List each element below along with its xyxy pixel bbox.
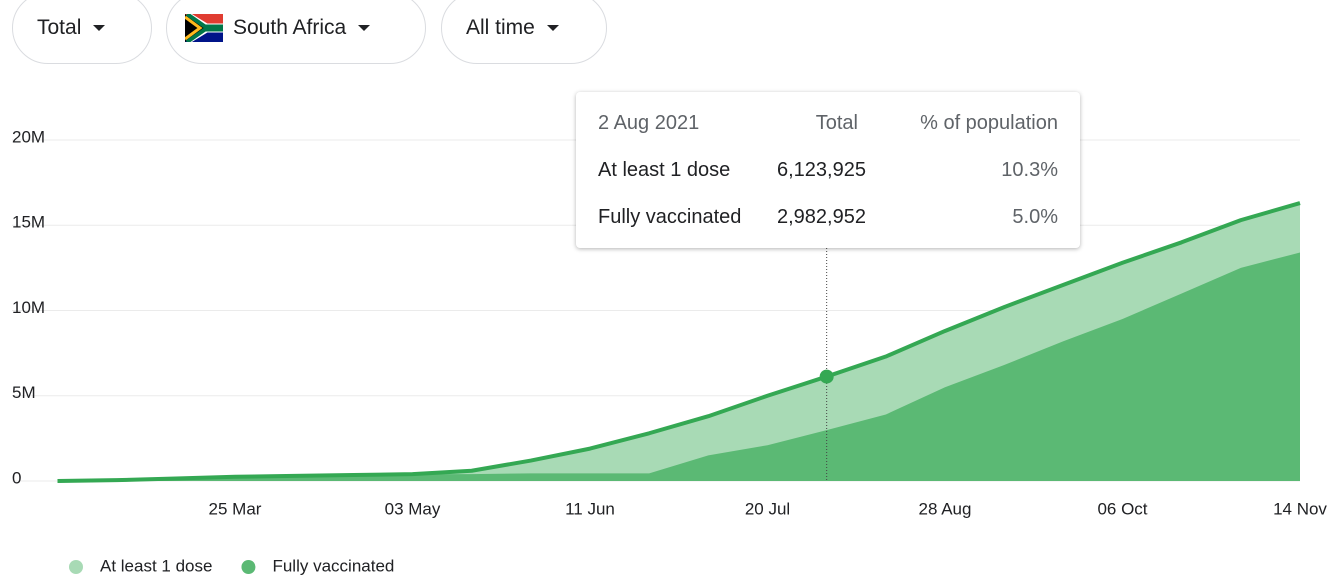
tooltip-percent: 10.3% [1001,159,1058,181]
filter-label: Total [37,16,82,39]
tooltip-total: 2,982,952 [777,206,866,228]
caret [546,25,559,31]
x-tick-label: 28 Aug [919,499,972,518]
y-tick-label: 15M [12,213,45,232]
x-tick-label: 20 Jul [745,499,790,518]
legend-label: Fully vaccinated [272,556,394,575]
legend-swatch [241,560,256,574]
country-filter[interactable]: South Africa [166,0,426,64]
x-tick-label: 14 Nov [1273,499,1327,518]
filter-label: South Africa [233,16,347,39]
hover-dot [819,369,834,384]
legend-label: At least 1 dose [100,556,212,575]
y-tick-label: 10M [12,298,45,317]
tooltip-header: Total [815,112,858,134]
x-tick-label: 06 Oct [1097,499,1147,518]
y-tick-label: 0 [12,468,21,487]
x-tick-label: 25 Mar [209,499,262,518]
tooltip-row-name: At least 1 dose [598,159,731,181]
tooltip: 2 Aug 2021 Total % of population At leas… [576,92,1080,248]
filter-label: All time [466,16,535,39]
x-tick-label: 03 May [385,499,441,518]
y-tick-label: 5M [12,383,36,402]
x-tick-label: 11 Jun [565,499,615,518]
tooltip-date: 2 Aug 2021 [598,112,700,134]
tooltip-row-name: Fully vaccinated [598,206,742,228]
area [57,252,1300,481]
line [57,201,1301,483]
y-tick-label: 20M [12,127,45,146]
caret [358,25,371,31]
caret [93,25,106,31]
metric-filter[interactable]: Total [12,0,152,64]
tooltip-total: 6,123,925 [777,159,866,181]
tooltip-percent: 5.0% [1012,206,1058,228]
legend-swatch [69,560,83,574]
time-filter[interactable]: All time [441,0,607,64]
flag [185,14,223,42]
tooltip-header: % of population [920,112,1058,134]
